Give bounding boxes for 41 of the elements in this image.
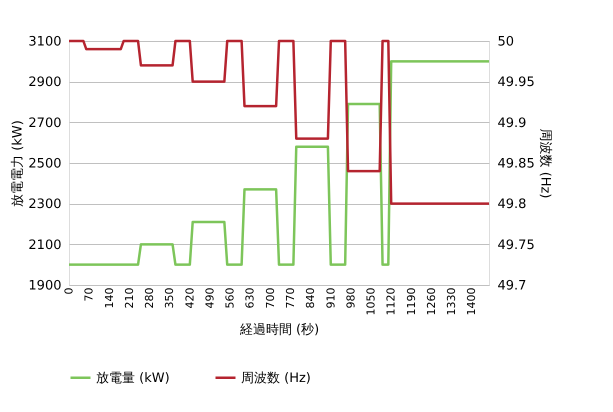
- x-tick-label: 980: [344, 288, 358, 308]
- y-tick-label: 2700: [28, 116, 62, 131]
- x-tick-label: 700: [264, 288, 277, 308]
- y2-tick-label: 49.85: [498, 156, 535, 172]
- x-tick-label: 280: [143, 288, 156, 308]
- y2-tick-label: 50: [498, 34, 514, 50]
- x-tick-label: 350: [163, 288, 176, 308]
- x-tick-label: 1400: [465, 288, 478, 316]
- x-tick-label: 840: [304, 288, 318, 308]
- y2-tick-label: 49.7: [498, 278, 526, 294]
- x-tick-label: 140: [102, 288, 116, 308]
- x-tick-label: 910: [324, 288, 338, 308]
- legend-label: 放電量 (kW): [96, 370, 170, 386]
- legend-label: 周波数 (Hz): [241, 370, 311, 386]
- y2-tick-label: 49.95: [498, 75, 535, 90]
- x-tick-label: 1120: [384, 288, 398, 316]
- x-tick-label: 420: [183, 288, 196, 308]
- x-axis-title: 経過時間 (秒): [238, 322, 320, 338]
- x-tick-label: 0: [62, 288, 76, 294]
- y-tick-label: 2900: [28, 75, 62, 90]
- x-tick-label: 210: [122, 288, 136, 308]
- x-tick-label: 490: [203, 288, 216, 308]
- y-tick-label: 2100: [28, 238, 62, 253]
- y-tick-label: 1900: [28, 278, 62, 294]
- x-tick-label: 70: [82, 288, 96, 302]
- x-tick-label: 560: [224, 288, 237, 308]
- y2-tick-label: 49.9: [498, 116, 526, 131]
- x-tick-label: 1260: [424, 288, 438, 316]
- y-axis-title: 放電電力 (kW): [10, 120, 26, 207]
- y2-tick-label: 49.8: [498, 197, 526, 212]
- x-tick-label: 1190: [404, 288, 418, 316]
- y2-axis-title: 周波数 (Hz): [538, 128, 553, 198]
- x-tick-label: 1050: [364, 288, 378, 316]
- x-tick-label: 630: [244, 288, 257, 308]
- y-tick-label: 2500: [28, 156, 62, 172]
- x-tick-label: 1330: [445, 288, 458, 316]
- line-series: [68, 40, 490, 205]
- x-tick-label: 770: [284, 288, 298, 308]
- y-tick-label: 3100: [28, 34, 62, 50]
- y2-tick-label: 49.75: [498, 238, 535, 253]
- y-tick-label: 2300: [28, 197, 62, 212]
